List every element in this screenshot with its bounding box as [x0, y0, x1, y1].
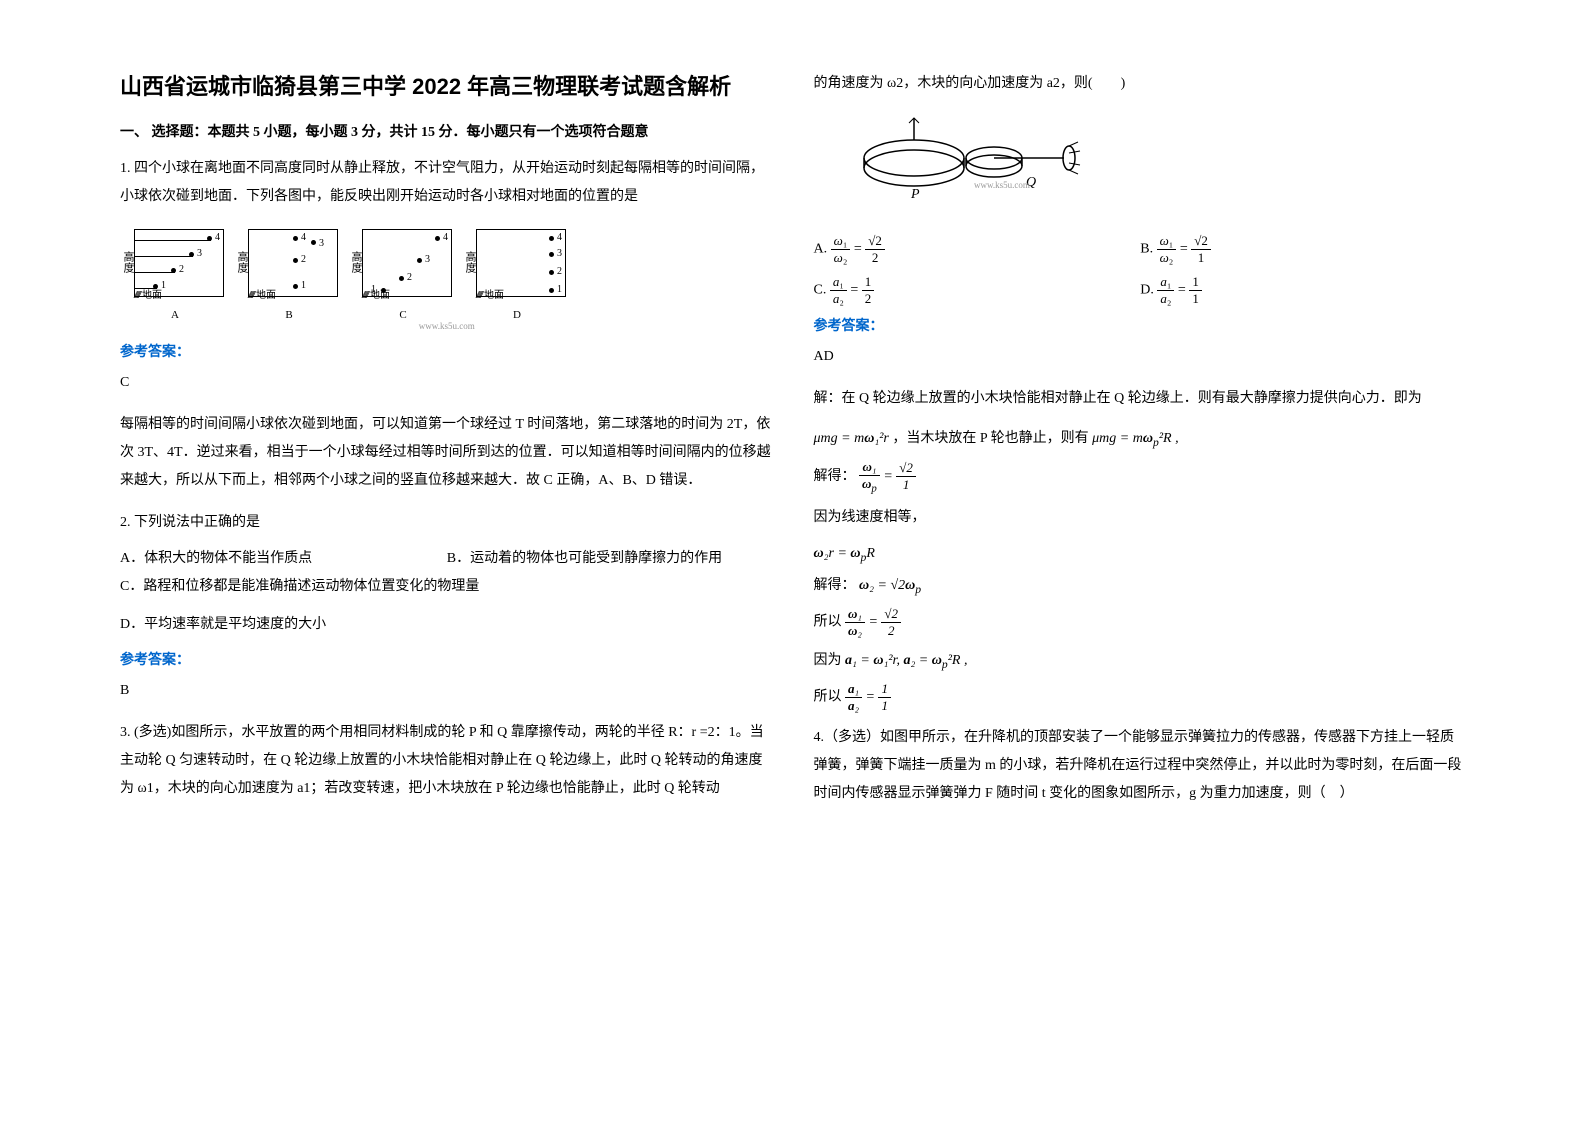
answer-2-letter: B — [120, 677, 774, 705]
question-3: 3. (多选)如图所示，水平放置的两个用相同材料制成的轮 P 和 Q 靠摩擦传动… — [120, 719, 774, 803]
q3-options-ab: A. ω₁ω₂ = √22 B. ω₁ω₂ = √21 — [814, 233, 1468, 266]
panel-c: 高度 4 3 2 1 /////// 地面 C — [348, 221, 458, 321]
sol-therefore-2: 所以 a₁a₂ = 11 — [814, 681, 1468, 714]
sol-solve-1: 解得： ω₁ωp = √21 — [814, 459, 1468, 495]
answer-1-explanation: 每隔相等的时间间隔小球依次碰到地面，可以知道第一个球经过 T 时间落地，第二球落… — [120, 411, 774, 495]
sol-formula-2: ω₂r = ωpR — [814, 546, 1468, 564]
sol-solve-2: 解得： ω₂ = √2ωp — [814, 574, 1468, 596]
section-header: 一、 选择题：本题共 5 小题，每小题 3 分，共计 15 分．每小题只有一个选… — [120, 121, 774, 141]
answer-label-2: 参考答案： — [120, 649, 774, 669]
q1-figure: 高度 4 3 2 1 /////// 地面 A 高度 4 — [120, 221, 774, 331]
sol-line-1: 解：在 Q 轮边缘上放置的小木块恰能相对静止在 Q 轮边缘上．则有最大静摩擦力提… — [814, 385, 1468, 413]
wheel-diagram: P Q www.ks5u.com — [854, 108, 1468, 213]
question-3-cont: 的角速度为 ω2，木块的向心加速度为 a2，则( ) — [814, 70, 1468, 98]
svg-text:P: P — [910, 187, 920, 202]
q2-opt-c: C．路程和位移都是能准确描述运动物体位置变化的物理量 — [120, 573, 774, 601]
answer-3-letter: AD — [814, 343, 1468, 371]
panel-a: 高度 4 3 2 1 /////// 地面 A — [120, 221, 230, 321]
sol-therefore-1: 所以 ω₁ω₂ = √22 — [814, 606, 1468, 639]
q2-opt-d: D．平均速率就是平均速度的大小 — [120, 611, 774, 639]
question-2: 2. 下列说法中正确的是 — [120, 509, 774, 537]
question-1: 1. 四个小球在离地面不同高度同时从静止释放，不计空气阻力，从开始运动时刻起每隔… — [120, 155, 774, 211]
q3-options-cd: C. a₁a₂ = 12 D. a₁a₂ = 11 — [814, 274, 1468, 307]
watermark: www.ks5u.com — [120, 321, 774, 331]
sol-line-4: 因为线速度相等， — [814, 504, 1468, 532]
sol-formula-1: μmg = mω₁²r ，当木块放在 P 轮也静止，则有 μmg = mωp²R… — [814, 427, 1468, 449]
answer-1-letter: C — [120, 369, 774, 397]
answer-label-3: 参考答案： — [814, 315, 1468, 335]
svg-text:www.ks5u.com: www.ks5u.com — [974, 180, 1030, 190]
answer-label-1: 参考答案： — [120, 341, 774, 361]
sol-because: 因为 a₁ = ω₁²r, a₂ = ωp²R , — [814, 649, 1468, 671]
exam-title: 山西省运城市临猗县第三中学 2022 年高三物理联考试题含解析 — [120, 70, 774, 103]
question-4: 4.（多选）如图甲所示，在升降机的顶部安装了一个能够显示弹簧拉力的传感器，传感器… — [814, 724, 1468, 808]
panel-b: 高度 4 3 2 1 /////// 地面 B — [234, 221, 344, 321]
q2-options-ab: A．体积大的物体不能当作质点 B．运动着的物体也可能受到静摩擦力的作用 — [120, 547, 774, 567]
panel-d: 高度 4 3 2 1 /////// 地面 D — [462, 221, 572, 321]
